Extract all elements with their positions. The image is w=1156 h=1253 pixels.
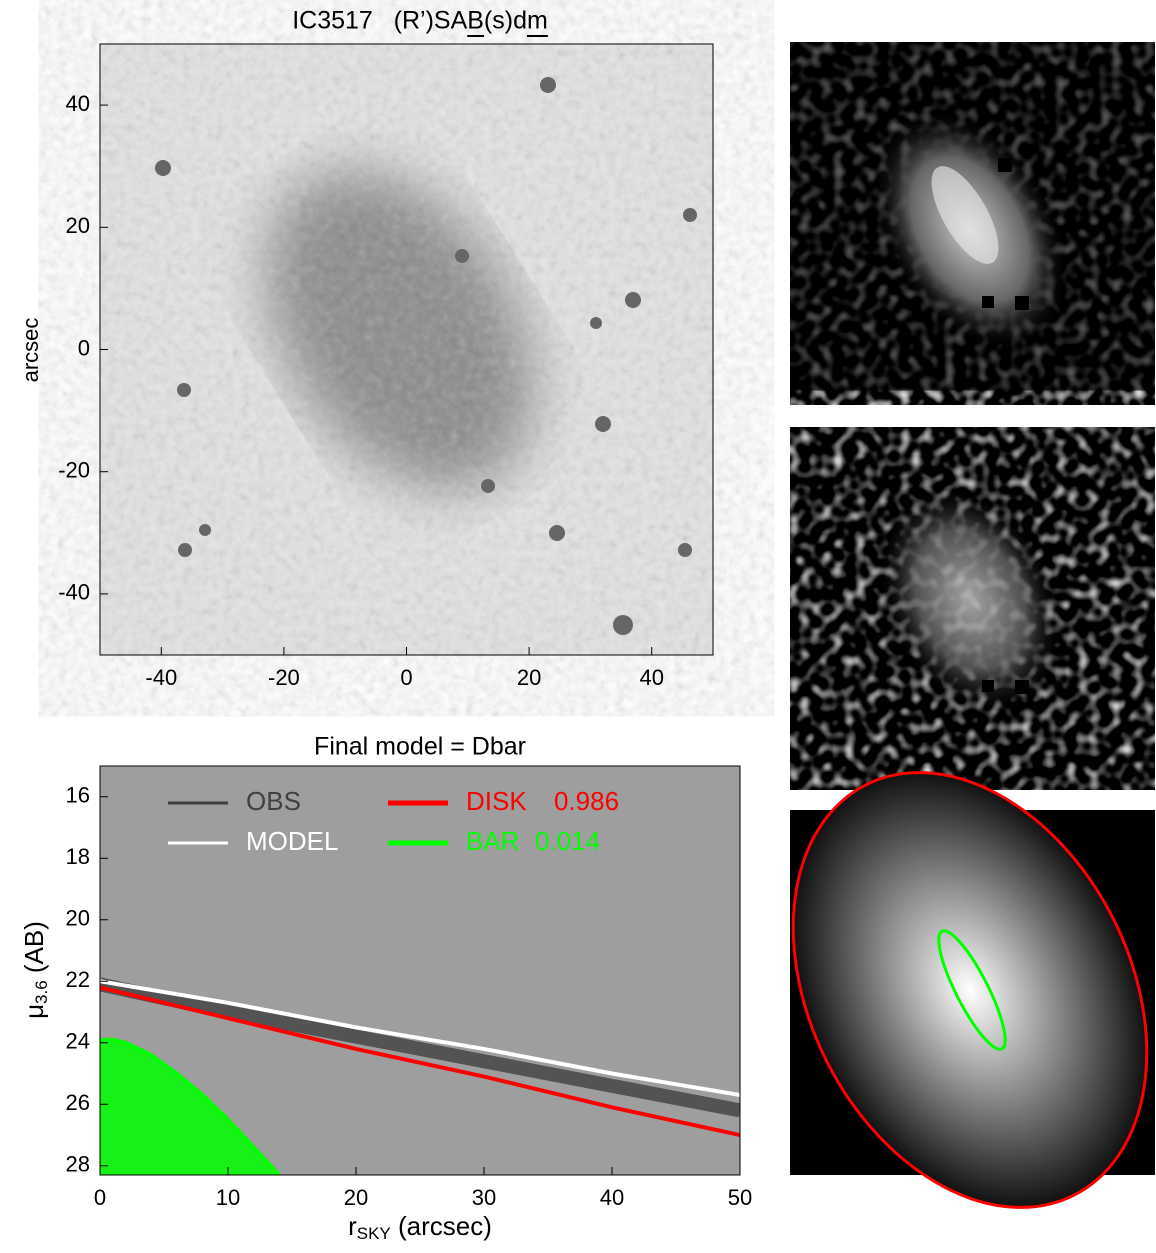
y-tick-label: -40 [58,580,90,605]
x-tick-label: 30 [472,1185,496,1210]
residual-image-1 [790,42,1155,405]
y-tick-label: 16 [66,783,90,808]
x-tick-label: 20 [344,1185,368,1210]
y-axis-label-main: μ [19,1004,49,1019]
y-tick-label: 24 [66,1029,90,1054]
series-line [100,985,740,1137]
plot-area [100,977,740,1175]
y-axis-label-sub: 3.6 [32,980,51,1004]
legend-fraction: 0.014 [535,826,600,856]
residual-image-2 [790,427,1155,790]
legend-label: OBS [246,786,301,816]
series-line [100,1037,281,1175]
series-line [100,979,740,1098]
x-axis-label: rSKY (arcsec) [348,1211,492,1244]
x-tick-label: 40 [600,1185,624,1210]
x-tick-label: 40 [639,665,663,690]
y-axis-label-rest: (AB) [19,921,49,980]
plot-frame [99,765,741,1176]
legend-label: MODEL [246,826,338,856]
x-tick-label: 0 [94,1185,106,1210]
x-tick-label: -20 [268,665,300,690]
x-tick-label: 0 [400,665,412,690]
legend-label: DISK [466,786,527,816]
x-tick-label: 50 [728,1185,752,1210]
y-tick-label: 28 [66,1152,90,1177]
model-image [790,771,1155,1209]
x-tick-label: 10 [216,1185,240,1210]
y-tick-label: 40 [66,91,90,116]
optical-image [99,43,714,656]
profile-title: Final model = Dbar [314,733,526,761]
y-tick-label: 26 [66,1090,90,1115]
x-axis-label-rest: (arcsec) [391,1211,492,1241]
y-tick-label: -20 [58,458,90,483]
y-tick-label: 22 [66,967,90,992]
y-axis-label: arcsec [18,318,43,383]
x-tick-label: -40 [145,665,177,690]
y-tick-label: 20 [66,213,90,238]
series-line [100,977,740,1118]
series-area [100,1039,280,1175]
y-axis-label: μ3.6 (AB) [19,921,52,1019]
x-axis-label-sub: SKY [357,1224,391,1243]
x-axis-label-main: r [348,1211,357,1241]
legend-label: BAR [466,826,519,856]
y-tick-label: 18 [66,844,90,869]
y-tick-label: 20 [66,906,90,931]
image-title: IC3517 (R’)SAB(s)dm [292,7,548,35]
x-tick-label: 20 [517,665,541,690]
legend-fraction: 0.986 [554,786,619,816]
y-tick-label: 0 [78,335,90,360]
